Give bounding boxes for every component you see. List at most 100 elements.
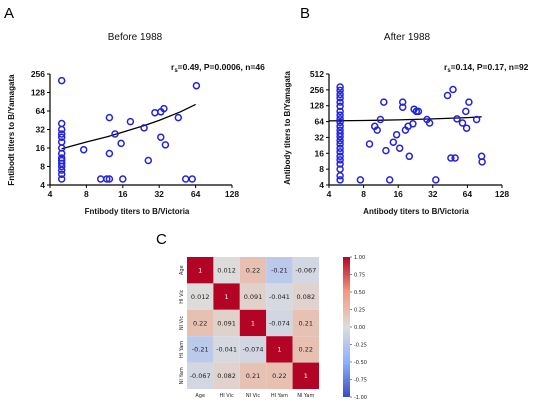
heatmap-cell [187, 283, 214, 310]
panel-b-title: After 1988 [384, 32, 431, 43]
scatter-point [79, 145, 88, 154]
scatter-point [336, 171, 344, 180]
scatter-point [57, 76, 66, 85]
scatter-point [336, 107, 344, 116]
heatmap-cell-label: 1 [304, 372, 308, 380]
scatter-point [111, 130, 119, 138]
heatmap-cell-label: 0.012 [191, 293, 210, 301]
scatter-point [57, 162, 66, 171]
heatmap-row-label: Age [179, 265, 185, 275]
scatter-point [57, 133, 66, 141]
heatmap-cell [292, 283, 319, 310]
heatmap-col-label: NI Yam [297, 393, 314, 399]
heatmap-cell [266, 362, 293, 389]
heatmap-col-label: Age [195, 393, 205, 399]
scatter-point [181, 175, 190, 183]
scatter-point [336, 136, 344, 145]
scatter-point [414, 107, 423, 116]
scatter-point [336, 148, 344, 156]
colorbar-tick-label: 0.25 [354, 307, 365, 313]
heatmap-cell [292, 362, 319, 389]
x-tick-label: 64 [191, 189, 201, 199]
scatter-point [356, 176, 365, 184]
heatmap-cell [213, 257, 240, 284]
scatter-point [57, 125, 66, 134]
x-tick-label: 128 [495, 189, 509, 199]
colorbar-tick-label: -1.00 [354, 395, 367, 401]
x-tick-label: 8 [361, 189, 366, 199]
heatmap-cell [187, 336, 214, 363]
colorbar-gradient [343, 257, 350, 397]
scatter-point [409, 120, 417, 128]
scatter-point [382, 146, 390, 155]
y-tick-label: 16 [315, 148, 325, 158]
heatmap-col-label: NI Vic [246, 393, 261, 399]
heatmap-cell-label: -0.074 [243, 346, 264, 354]
scatter-point [465, 98, 473, 106]
scatter-point [105, 149, 114, 158]
scatter-point [174, 113, 183, 122]
scatter-point [192, 81, 201, 90]
scatter-point [392, 130, 401, 139]
scatter-point [57, 170, 66, 178]
scatter-point [57, 130, 66, 138]
panel-a-ylabel: Fntibodt titers to B/Yamagata [7, 74, 16, 186]
x-tick-label: 16 [118, 189, 128, 199]
heatmap-cell-label: 0.22 [193, 319, 207, 327]
heatmap-cell-label: 1 [251, 319, 255, 327]
scatter-point [336, 129, 344, 138]
heatmap-cell-label: -0.041 [269, 293, 290, 301]
y-tick-label: 64 [315, 117, 325, 127]
scatter-point [336, 152, 344, 161]
scatter-point [336, 160, 344, 168]
scatter-point [57, 166, 66, 174]
scatter-point [380, 98, 388, 106]
scatter-point [157, 133, 165, 141]
x-tick-label: 4 [48, 189, 53, 199]
scatter-point [151, 108, 159, 117]
heatmap-cell [292, 309, 319, 337]
colorbar-tick-label: -0.75 [354, 377, 367, 383]
panel-c-colorbar: 1.00 0.75 0.50 0.25 0.00 -0.25 -0.50 -0.75 -1.00 [343, 255, 367, 401]
heatmap-cell-label: 1 [225, 293, 229, 301]
scatter-point [385, 176, 394, 184]
y-tick-label: 256 [310, 85, 324, 95]
scatter-point [57, 119, 66, 128]
x-tick-label: 8 [84, 189, 89, 199]
colorbar-tick-label: 0.50 [354, 290, 365, 296]
scatter-point [336, 118, 344, 127]
heatmap-cell [187, 309, 214, 337]
panel-b-stat: rs=0.14, P=0.17, n=92 [444, 62, 529, 74]
panel-c-letter: C [156, 231, 167, 248]
heatmap-cell [239, 362, 267, 389]
heatmap-cell [239, 283, 267, 310]
heatmap-cell-label: -0.067 [190, 372, 211, 380]
panel-a-xlabel: Fntibody titers to B/Victoria [85, 207, 190, 216]
heatmap-cell [266, 336, 293, 363]
heatmap-row-label: HI Vic [179, 289, 185, 304]
scatter-point [103, 175, 111, 183]
heatmap-cell-label: -0.041 [216, 346, 237, 354]
scatter-point [336, 176, 344, 184]
heatmap-col-label: HI Yam [271, 393, 288, 399]
x-tick-label: 4 [327, 189, 332, 199]
heatmap-cell [213, 362, 240, 389]
scatter-point [57, 149, 66, 158]
scatter-point [336, 132, 344, 141]
heatmap-cell-label: 1 [277, 346, 281, 354]
panel-a-stat: rs=0.49, P=0.0006, n=46 [171, 62, 265, 74]
panel-c: C 1 0.012 0.22 -0.21 -0.067 0.012 1 0.091 -0.041… [156, 231, 367, 401]
heatmap-cell-label: 0.21 [299, 319, 313, 327]
x-tick-label: 32 [154, 189, 164, 199]
trend-line [61, 103, 196, 150]
scatter-point [336, 102, 344, 111]
panel-b-ylabel: Antibody titers to B/Yamagata [283, 71, 292, 185]
heatmap-cell-label: 0.091 [244, 293, 263, 301]
trend-line [328, 116, 482, 122]
colorbar-tick-label: -0.50 [354, 360, 367, 366]
scatter-point [398, 103, 407, 111]
heatmap-cell-label: -0.074 [269, 319, 290, 327]
heatmap-cell [239, 309, 267, 337]
scatter-point [336, 111, 344, 119]
heatmap-cell [213, 336, 240, 363]
